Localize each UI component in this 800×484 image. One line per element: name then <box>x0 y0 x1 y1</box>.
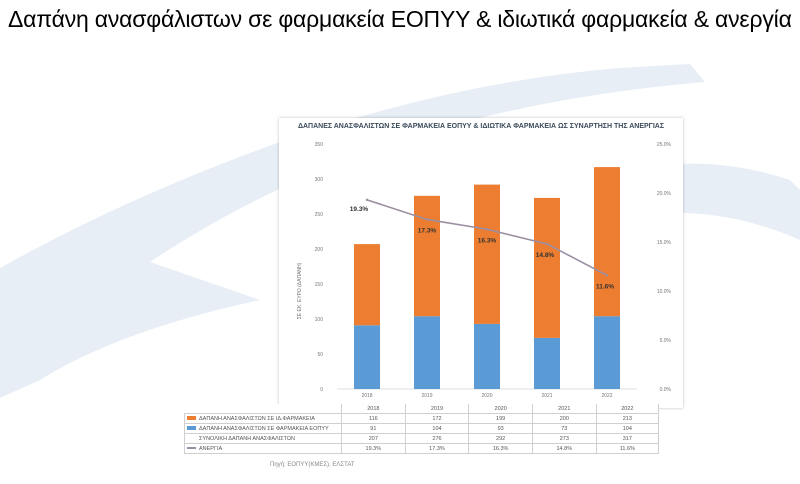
bar-eopyy-2018 <box>354 325 380 389</box>
x-tick-label: 2018 <box>361 393 372 399</box>
y2-tick-label: 10.0% <box>657 289 672 295</box>
bar-eopyy-2020 <box>474 323 500 389</box>
table-value-cell: 17.3% <box>404 443 470 454</box>
table-row-header: ΔΑΠΑΝΗ ΑΝΑΣΦΑΛΙΣΤΩΝ ΣΕ ΙΔ.ΦΑΡΜΑΚΕΙΑ <box>184 413 342 424</box>
legend-label: ΔΑΠΑΝΗ ΑΝΑΣΦΑΛΙΣΤΩΝ ΣΕ ΦΑΡΜΑΚΕΙΑ ΕΟΠΥΥ <box>199 425 329 432</box>
table-value-cell: 116 <box>341 413 406 424</box>
legend-swatch <box>187 426 196 431</box>
table-value-cell: 213 <box>595 413 660 424</box>
unemployment-data-label: 17.3% <box>418 227 437 234</box>
table-corner-cell <box>185 404 342 414</box>
bar-private-2021 <box>534 197 560 338</box>
source-note: Πηγή: ΕΟΠΥΥ(ΚΜΕΣ), ΕΛΣΤΑΤ <box>270 462 355 468</box>
y-tick-label: 350 <box>315 142 324 148</box>
table-value-cell: 104 <box>595 423 660 434</box>
y-tick-label: 200 <box>315 247 324 253</box>
table-value-cell: 16.3% <box>468 443 533 454</box>
table-row-header: ΑΝΕΡΓΙΑ <box>184 443 342 454</box>
legend-spacer <box>187 436 196 440</box>
bar-private-2022 <box>594 167 620 317</box>
y2-tick-label: 0.0% <box>660 387 672 393</box>
table-year-cell: 2019 <box>404 404 470 414</box>
table-row-header: ΣΥΝΟΛΙΚΗ ΔΑΠΑΝΗ ΑΝΑΣΦΑΛΙΣΤΩΝ <box>184 433 342 444</box>
legend-line-swatch <box>187 447 196 449</box>
y2-tick-label: 25.0% <box>657 142 672 148</box>
y2-tick-label: 20.0% <box>657 191 672 197</box>
bar-private-2020 <box>474 184 500 324</box>
y-axis-label: ΣΕ ΕΚ. ΕΥΡΩ (ΔΑΠΑΝΗ) <box>297 262 303 319</box>
table-year-cell: 2022 <box>595 404 660 414</box>
bar-eopyy-2019 <box>414 316 440 389</box>
unemployment-data-label: 19.3% <box>350 206 369 213</box>
table-value-cell: 73 <box>531 423 597 434</box>
unemployment-point <box>365 198 369 202</box>
x-tick-label: 2020 <box>481 393 492 399</box>
x-tick-label: 2021 <box>541 393 552 399</box>
y-tick-label: 300 <box>315 177 324 183</box>
y-tick-label: 50 <box>317 352 323 358</box>
table-value-cell: 207 <box>341 433 406 444</box>
table-value-cell: 200 <box>531 413 597 424</box>
table-row: ΑΝΕΡΓΙΑ 19.3% 17.3% 16.3% 14.8% 11.6% <box>184 443 660 454</box>
table-value-cell: 292 <box>468 433 533 444</box>
table-value-cell: 19.3% <box>341 443 406 454</box>
table-value-cell: 104 <box>404 423 470 434</box>
unemployment-point <box>605 274 609 277</box>
chart-card: ΔΑΠΑΝΕΣ ΑΝΑΣΦΑΛΙΣΤΩΝ ΣΕ ΦΑΡΜΑΚΕΙΑ ΕΟΠΥΥ … <box>279 118 683 408</box>
table-value-cell: 93 <box>468 423 533 434</box>
table-row: ΣΥΝΟΛΙΚΗ ΔΑΠΑΝΗ ΑΝΑΣΦΑΛΙΣΤΩΝ 207 276 292 273… <box>184 433 660 444</box>
bar-private-2018 <box>354 244 380 326</box>
chart-title: ΔΑΠΑΝΕΣ ΑΝΑΣΦΑΛΙΣΤΩΝ ΣΕ ΦΑΡΜΑΚΕΙΑ ΕΟΠΥΥ … <box>297 123 665 130</box>
table-row: ΔΑΠΑΝΗ ΑΝΑΣΦΑΛΙΣΤΩΝ ΣΕ ΦΑΡΜΑΚΕΙΑ ΕΟΠΥΥ 91… <box>184 423 660 434</box>
combo-chart: 0 50 100 150 200 250 300 350 0.0% 5.0% 10.0% 15.0%… <box>297 142 672 399</box>
y2-tick-label: 5.0% <box>660 338 672 344</box>
table-value-cell: 273 <box>531 433 597 444</box>
legend-label: ΣΥΝΟΛΙΚΗ ΔΑΠΑΝΗ ΑΝΑΣΦΑΛΙΣΤΩΝ <box>199 435 295 442</box>
table-value-cell: 172 <box>404 413 470 424</box>
unemployment-data-label: 11.6% <box>596 283 614 290</box>
legend-swatch <box>187 416 196 421</box>
y-tick-label: 0 <box>320 387 323 393</box>
table-year-cell: 2020 <box>468 404 533 414</box>
unemployment-point <box>545 242 549 246</box>
unemployment-data-label: 16.3% <box>478 237 497 244</box>
table-value-cell: 317 <box>595 433 660 444</box>
table-value-cell: 91 <box>341 423 406 434</box>
table-row-header: ΔΑΠΑΝΗ ΑΝΑΣΦΑΛΙΣΤΩΝ ΣΕ ΦΑΡΜΑΚΕΙΑ ΕΟΠΥΥ <box>184 423 342 434</box>
x-tick-label: 2019 <box>421 393 432 399</box>
y2-tick-label: 15.0% <box>657 240 672 246</box>
unemployment-point <box>485 228 489 231</box>
bar-eopyy-2022 <box>594 316 620 389</box>
bar-private-2019 <box>414 195 440 317</box>
table-value-cell: 276 <box>404 433 470 444</box>
y-tick-label: 250 <box>315 212 324 218</box>
unemployment-point <box>425 218 429 221</box>
y-tick-label: 100 <box>315 317 324 323</box>
slide-title: Δαπάνη ανασφάλιστων σε φαρμακεία ΕΟΠΥΥ &… <box>8 6 792 32</box>
chart-data-table: 2018 2019 2020 2021 2022 ΔΑΠΑΝΗ ΑΝΑΣΦΑΛΙΣΤΩΝ … <box>184 404 660 454</box>
table-row: ΔΑΠΑΝΗ ΑΝΑΣΦΑΛΙΣΤΩΝ ΣΕ ΙΔ.ΦΑΡΜΑΚΕΙΑ 116 17… <box>184 413 660 424</box>
table-value-cell: 199 <box>468 413 533 424</box>
table-year-cell: 2021 <box>531 404 597 414</box>
table-value-cell: 14.8% <box>531 443 597 454</box>
watermark-sigma-shape <box>0 64 705 398</box>
table-value-cell: 11.6% <box>595 443 660 454</box>
legend-label: ΑΝΕΡΓΙΑ <box>199 445 223 452</box>
legend-label: ΔΑΠΑΝΗ ΑΝΑΣΦΑΛΙΣΤΩΝ ΣΕ ΙΔ.ΦΑΡΜΑΚΕΙΑ <box>199 415 315 422</box>
table-header-row: 2018 2019 2020 2021 2022 <box>185 404 660 414</box>
unemployment-data-label: 14.8% <box>536 252 555 259</box>
y-tick-label: 150 <box>315 282 324 288</box>
table-year-cell: 2018 <box>341 404 406 414</box>
x-tick-label: 2022 <box>601 393 612 399</box>
bar-eopyy-2021 <box>534 337 560 389</box>
